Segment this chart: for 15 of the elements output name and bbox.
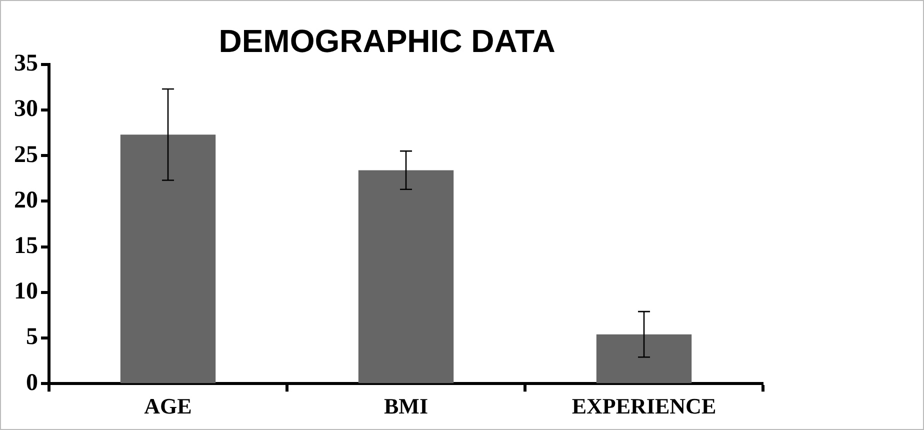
x-tick-label: AGE — [144, 393, 192, 418]
y-tick-label: 15 — [14, 233, 38, 260]
y-tick-label: 10 — [14, 278, 38, 305]
y-tick-label: 20 — [14, 187, 38, 214]
x-tick-label: EXPERIENCE — [572, 393, 716, 418]
bar — [120, 134, 216, 384]
y-tick-label: 35 — [14, 50, 38, 77]
y-tick-label: 0 — [26, 370, 38, 396]
y-tick-label: 30 — [14, 96, 38, 122]
y-tick-label: 25 — [14, 142, 38, 168]
bar — [596, 334, 692, 384]
x-tick-label: BMI — [384, 393, 428, 418]
bar — [358, 170, 454, 384]
chart-title: DEMOGRAPHIC DATA — [218, 23, 556, 60]
y-tick-label: 5 — [26, 324, 38, 350]
